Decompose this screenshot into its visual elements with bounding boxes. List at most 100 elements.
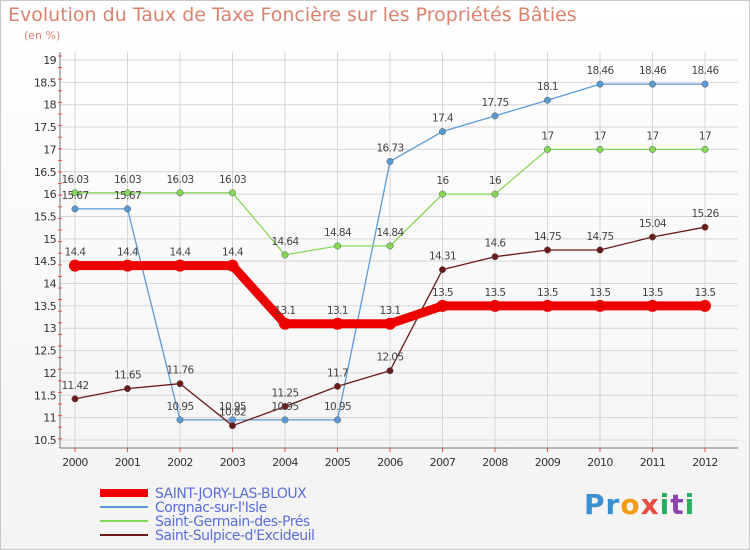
data-point bbox=[176, 189, 184, 197]
data-point bbox=[541, 299, 554, 312]
data-point bbox=[701, 145, 709, 153]
data-label: 10.95 bbox=[271, 401, 298, 413]
data-label: 13.5 bbox=[537, 287, 558, 299]
data-label: 11.7 bbox=[327, 367, 348, 379]
proxiti-logo: Proxiti bbox=[584, 488, 695, 521]
data-point bbox=[229, 422, 236, 430]
data-point bbox=[226, 259, 239, 272]
data-label: 18.46 bbox=[691, 65, 719, 77]
data-point bbox=[229, 189, 236, 197]
data-label: 17.75 bbox=[481, 97, 508, 109]
data-point bbox=[386, 367, 394, 375]
data-label: 14.4 bbox=[222, 247, 244, 259]
data-point bbox=[596, 145, 604, 153]
y-tick-label: 11 bbox=[43, 412, 56, 425]
data-label: 17.4 bbox=[432, 113, 454, 125]
data-point bbox=[646, 299, 659, 312]
logo-letter: P bbox=[584, 488, 606, 521]
data-label: 14.6 bbox=[485, 238, 507, 250]
data-point bbox=[334, 242, 341, 250]
logo-letter: x bbox=[640, 488, 660, 521]
data-label: 17 bbox=[699, 130, 711, 142]
data-point bbox=[124, 385, 131, 393]
x-tick-label: 2006 bbox=[377, 456, 403, 469]
data-label: 10.95 bbox=[166, 401, 193, 413]
data-label: 16 bbox=[489, 175, 502, 187]
data-point bbox=[701, 80, 709, 88]
data-label: 18.46 bbox=[639, 65, 667, 77]
data-label: 14.84 bbox=[324, 227, 352, 239]
data-point bbox=[436, 299, 449, 312]
data-point bbox=[334, 382, 341, 390]
data-label: 11.25 bbox=[271, 387, 298, 399]
data-point bbox=[544, 96, 551, 104]
data-point bbox=[281, 251, 289, 259]
logo-letter: t bbox=[670, 488, 685, 521]
data-point bbox=[121, 259, 134, 272]
legend-label: SAINT-JORY-LAS-BLOUX bbox=[155, 486, 307, 502]
data-point bbox=[124, 205, 131, 213]
data-label: 13.1 bbox=[327, 305, 348, 317]
data-label: 18.46 bbox=[586, 65, 614, 77]
x-tick-label: 2007 bbox=[430, 456, 456, 469]
data-label: 15.26 bbox=[691, 208, 719, 220]
y-tick-label: 16.5 bbox=[34, 166, 57, 179]
y-tick-label: 17 bbox=[43, 143, 56, 156]
data-label: 16.03 bbox=[219, 174, 246, 186]
data-label: 13.5 bbox=[432, 287, 453, 299]
data-label: 14.4 bbox=[170, 247, 192, 259]
data-label: 16 bbox=[436, 175, 449, 187]
data-label: 12.05 bbox=[376, 352, 403, 364]
y-tick-label: 14.5 bbox=[34, 255, 57, 268]
y-tick-label: 12 bbox=[43, 367, 56, 380]
y-tick-label: 15 bbox=[43, 233, 56, 246]
data-point bbox=[71, 205, 79, 213]
data-label: 13.5 bbox=[642, 287, 663, 299]
x-tick-label: 2004 bbox=[272, 456, 298, 469]
data-label: 13.5 bbox=[695, 287, 716, 299]
legend-label: Corgnac-sur-l'Isle bbox=[155, 500, 267, 516]
unit-label: (en %) bbox=[24, 29, 61, 42]
y-tick-label: 11.5 bbox=[34, 389, 57, 402]
y-tick-label: 14 bbox=[43, 278, 56, 291]
data-point bbox=[439, 266, 446, 274]
logo-letter: o bbox=[620, 488, 641, 521]
data-label: 13.5 bbox=[590, 287, 611, 299]
y-tick-label: 12.5 bbox=[34, 345, 57, 358]
data-point bbox=[491, 190, 499, 198]
data-label: 11.76 bbox=[166, 365, 194, 377]
chart-title: Evolution du Taux de Taxe Foncière sur l… bbox=[8, 4, 577, 26]
data-label: 14.64 bbox=[271, 236, 299, 248]
logo-letter: i bbox=[684, 488, 696, 521]
data-label: 16.73 bbox=[376, 142, 403, 154]
data-point bbox=[176, 380, 184, 388]
data-label: 17 bbox=[541, 130, 553, 142]
data-point bbox=[594, 299, 606, 312]
data-label: 16.03 bbox=[61, 174, 88, 186]
data-point bbox=[386, 158, 394, 165]
data-label: 14.4 bbox=[117, 247, 139, 259]
legend-label: Saint-Germain-des-Prés bbox=[155, 514, 310, 530]
y-tick-label: 13 bbox=[43, 322, 56, 335]
data-label: 10.95 bbox=[324, 401, 351, 413]
data-point bbox=[489, 299, 501, 312]
y-tick-label: 16 bbox=[43, 188, 56, 201]
data-point bbox=[491, 112, 499, 120]
data-label: 16.03 bbox=[166, 174, 193, 186]
x-tick-label: 2005 bbox=[325, 456, 351, 469]
data-point bbox=[439, 190, 446, 198]
x-tick-label: 2000 bbox=[62, 456, 88, 469]
data-point bbox=[491, 253, 499, 261]
x-tick-label: 2003 bbox=[220, 456, 246, 469]
data-label: 14.75 bbox=[586, 231, 613, 243]
data-point bbox=[596, 246, 604, 254]
x-tick-label: 2008 bbox=[482, 456, 508, 469]
data-point bbox=[71, 189, 79, 197]
data-label: 11.42 bbox=[61, 380, 88, 392]
data-label: 13.1 bbox=[275, 305, 296, 317]
y-tick-label: 18 bbox=[43, 99, 56, 112]
data-label: 10.95 bbox=[219, 401, 246, 413]
data-point bbox=[124, 189, 131, 197]
